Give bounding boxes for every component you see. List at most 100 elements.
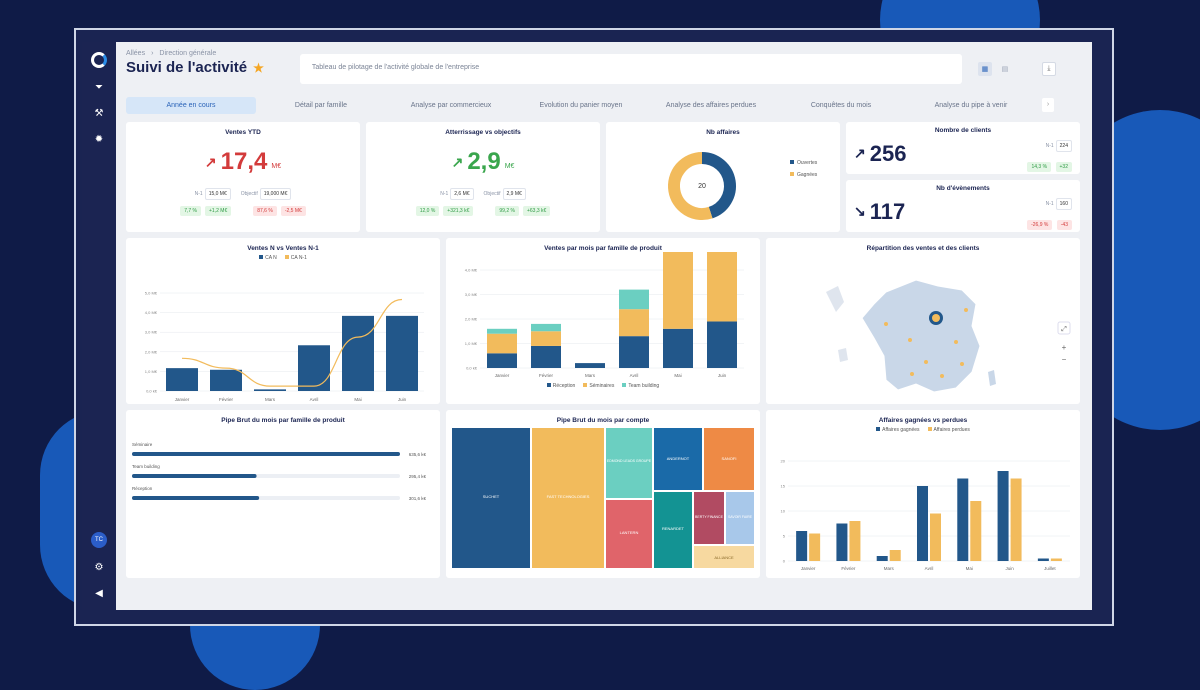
x-tick-label: Avril [630, 373, 639, 378]
x-tick-label: Mai [966, 566, 973, 571]
treemap-label: LANTERN [620, 530, 639, 535]
stacked-bar-segment [487, 353, 517, 368]
x-tick-label: Avril [925, 566, 934, 571]
logout-icon[interactable]: ◀ [95, 588, 103, 599]
tab-pipe[interactable]: Analyse du pipe à venir [934, 101, 1008, 109]
y-tick-label: 0,0 k€ [146, 389, 158, 394]
grouped-bar [1037, 558, 1049, 561]
kpi-clients-card[interactable]: Nombre de clients ↗ 256 N-1 224 14,3 % +3… [846, 122, 1080, 174]
badge: -26,9 % [1027, 220, 1053, 230]
ventes-n-vs-n1-card[interactable]: Ventes N vs Ventes N-1 CA N CA N-1 0,0 k… [126, 238, 440, 404]
pipe-bar [132, 452, 400, 456]
tab-analyse-commerciaux[interactable]: Analyse par commercieux [410, 101, 492, 109]
bar-ca-n [166, 368, 198, 391]
x-tick-label: Mai [674, 373, 681, 378]
ventes-famille-card[interactable]: Ventes par mois par famille de produit 0… [446, 228, 760, 404]
x-tick-label: Juillet [1044, 566, 1056, 571]
bar-ca-n [386, 315, 418, 391]
badge: 99,2 % [495, 206, 519, 216]
obj-value: 2,9 M€ [502, 188, 526, 200]
grouped-bar [876, 556, 888, 561]
grouped-bar [1010, 478, 1022, 561]
kpi-atterrissage-card[interactable]: Atterrissage vs objectifs ↗ 2,9 M€ N-1 2,… [366, 122, 600, 232]
stacked-bar-segment [707, 245, 737, 322]
map-title: Répartition des ventes et des clients [866, 245, 980, 252]
zoom-out-icon[interactable]: − [1062, 355, 1067, 364]
stacked-bar-segment [487, 333, 517, 354]
kpi-ventes-card[interactable]: Ventes YTD ↗ 17,4 M€ N-1 15,0 M€ Objectif… [126, 122, 360, 232]
filter-icon[interactable]: ⏷ [95, 82, 103, 93]
tab-panier-moyen[interactable]: Evolution du panier moyen [539, 101, 623, 109]
y-tick-label: 0,0 k€ [466, 366, 478, 371]
grouped-bar [1050, 558, 1062, 561]
grid-view-button[interactable]: ▦ [977, 62, 992, 76]
legend-team-building: Team building [628, 383, 660, 389]
kpi-value: 17,4 [220, 148, 268, 175]
treemap-label: EDMOND LEADS GROUPE [607, 459, 652, 463]
treemap-label: FAST TECHNOLOGIES [547, 494, 590, 499]
x-tick-label: Juin [398, 397, 407, 401]
zoom-in-icon[interactable]: + [1062, 343, 1067, 352]
fullscreen-icon[interactable]: ⤢ [1061, 326, 1067, 333]
obj-value: 19,000 M€ [259, 188, 292, 200]
stacked-bar-segment [707, 321, 737, 368]
y-tick-label: 2,0 M€ [145, 349, 158, 354]
treemap-label: SUCHET [483, 494, 500, 499]
app-logo[interactable] [91, 52, 107, 68]
kpi-affaires-card[interactable]: Nb affaires 20 Ouvertes Gagnées [606, 122, 840, 232]
tab-affaires-perdues[interactable]: Analyse des affaires perdues [665, 101, 757, 109]
x-tick-label: Février [841, 566, 856, 571]
n1-value: 160 [1055, 198, 1072, 210]
n1-label: N-1 [194, 191, 203, 197]
download-icon[interactable]: ⤓ [1041, 62, 1056, 76]
avatar[interactable]: TC [91, 532, 107, 548]
pipe-famille-card[interactable]: Pipe Brut du mois par famille de produit… [126, 410, 440, 578]
breadcrumb-sep: › [151, 50, 154, 57]
kpi-evenements-card[interactable]: Nb d'évènements ↘ 117 N-1 160 -26,9 % -43 [846, 180, 1080, 232]
dashboard-app: ⏷ ⚒ ✹ TC ⚙ ◀ Allées › Direction générale… [82, 42, 1092, 610]
tab-annee-en-cours[interactable]: Année en cours [126, 96, 256, 114]
badge: +63,3 k€ [522, 206, 551, 216]
tools-icon[interactable]: ⚒ [94, 108, 104, 119]
y-tick-label: 4,0 M€ [145, 310, 158, 315]
line-ca-n1 [181, 298, 403, 387]
x-tick-label: Janvier [495, 373, 510, 378]
tab-detail-famille[interactable]: Détail par famille [294, 101, 348, 109]
bar-ca-n [298, 345, 330, 391]
pipe-bar [132, 474, 257, 478]
map-card[interactable]: Répartition des ventes et des clients ⤢ … [766, 238, 1080, 404]
y-tick-label: 0 [783, 559, 786, 564]
list-view-button[interactable]: ▤ [1001, 66, 1009, 73]
stacked-bar-segment [619, 336, 649, 368]
breadcrumb-item[interactable]: Direction générale [159, 50, 217, 57]
stacked-bar-segment [663, 245, 693, 329]
y-tick-label: 3,0 M€ [145, 330, 158, 335]
breadcrumb-item[interactable]: Allées [126, 50, 146, 57]
badge: 87,6 % [253, 206, 277, 216]
affaires-card[interactable]: Affaires gagnées vs perdues Affaires gag… [766, 410, 1080, 578]
badge: +32 [1055, 162, 1072, 172]
favorite-star-icon[interactable]: ★ [253, 60, 264, 75]
left-rail: ⏷ ⚒ ✹ TC ⚙ ◀ [82, 42, 116, 610]
y-tick-label: 5,0 M€ [145, 291, 158, 296]
treemap-title: Pipe Brut du mois par compte [556, 417, 650, 424]
chevron-right-icon[interactable]: › [1042, 98, 1054, 112]
bar-category-label: Séminaire [132, 442, 153, 447]
settings-cog-icon[interactable]: ✹ [94, 134, 104, 145]
stacked-bar-segment [575, 363, 605, 368]
kpi-value: 256 [869, 140, 907, 166]
x-tick-label: Février [219, 397, 234, 401]
tab-conquetes[interactable]: Conquêtes du mois [810, 101, 872, 109]
bar-value-label: 295,4 k€ [409, 474, 427, 479]
arrow-up-icon: ↗ [204, 153, 217, 170]
y-tick-label: 1,0 M€ [145, 369, 158, 374]
gear-icon[interactable]: ⚙ [94, 562, 104, 573]
card-title: Nb d'évènements [936, 185, 990, 192]
treemap-card[interactable]: Pipe Brut du mois par compte SUCHET FAST… [446, 410, 760, 578]
grouped-bar [930, 513, 941, 561]
donut-center-label: 20 [698, 183, 706, 190]
france-map[interactable]: ⤢ + − [766, 252, 1080, 402]
grouped-bar [917, 486, 928, 561]
stacked-bar-segment [619, 289, 649, 310]
description-field[interactable]: Tableau de pilotage de l'activité global… [299, 54, 962, 84]
